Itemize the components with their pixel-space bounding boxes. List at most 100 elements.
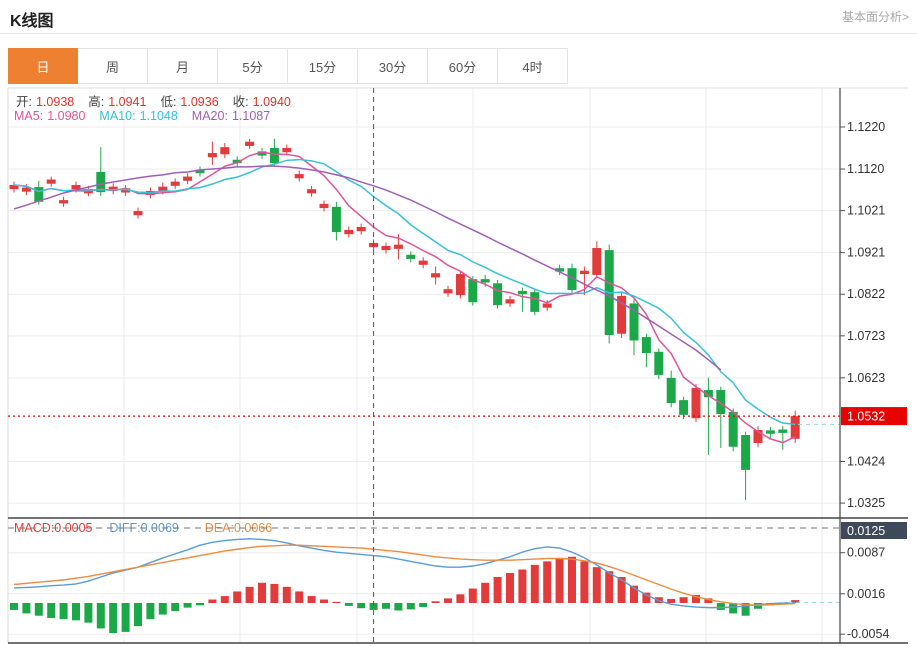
macd-hist-bar <box>419 603 428 608</box>
macd-hist-bar <box>518 569 527 603</box>
ma-legend: MA5: 1.0980 MA10: 1.1048 MA20: 1.1087 <box>14 109 284 123</box>
macd-hist-bar <box>307 596 316 603</box>
candle-body <box>555 268 565 272</box>
tab-60分[interactable]: 60分 <box>428 48 498 84</box>
macd-hist-bar <box>171 603 180 612</box>
page-title: K线图 <box>10 13 54 30</box>
candle-body <box>790 416 800 439</box>
candle-body <box>753 429 763 443</box>
macd-hist-bar <box>34 603 43 616</box>
candle-body <box>530 292 540 312</box>
macd-hist-bar <box>282 586 291 603</box>
price-tick-label: 1.0325 <box>847 496 885 510</box>
macd-hist-bar <box>506 572 514 603</box>
macd-hist-bar <box>196 603 204 606</box>
macd-hist-bar <box>22 603 31 614</box>
candle-body <box>493 283 503 306</box>
macd-hist-bar <box>729 603 738 614</box>
legend-label: 高: <box>88 95 105 109</box>
candle-body <box>282 148 292 153</box>
candle-body <box>393 244 403 249</box>
candle-body <box>232 159 242 164</box>
macd-hist-bar <box>605 571 614 603</box>
interval-tabbar: 日周月 5分 15分 30分 60分 4时 <box>8 48 568 84</box>
candle-body <box>46 179 56 184</box>
candle-body <box>307 189 317 194</box>
tab-月[interactable]: 月 <box>148 48 218 84</box>
candle-body <box>269 148 279 164</box>
macd-hist-bar <box>10 603 18 610</box>
candle-body <box>728 411 738 447</box>
macd-legend-item: DEA:0.0066 <box>205 521 272 535</box>
candle-body <box>579 270 589 275</box>
legend-label: 开: <box>16 95 32 109</box>
current-price-badge <box>841 407 907 426</box>
tab-日[interactable]: 日 <box>8 48 78 84</box>
candle-body <box>406 254 416 259</box>
candle-body <box>505 299 515 304</box>
macd-tick-label: 0.0087 <box>847 546 885 560</box>
candle-body <box>629 303 639 341</box>
candle-body <box>294 174 304 179</box>
candle-body <box>654 351 664 375</box>
current-price-badge-label: 1.0532 <box>847 410 885 424</box>
candle-body <box>691 387 701 419</box>
candle-body <box>96 171 106 193</box>
macd-hist-bar <box>791 600 800 603</box>
macd-hist-bar <box>394 603 403 611</box>
macd-hist-bar <box>444 598 452 603</box>
macd-hist-bar <box>406 603 415 610</box>
candle-body <box>207 153 217 158</box>
fundamental-analysis-link[interactable]: 基本面分析> <box>841 10 909 24</box>
macd-hist-bar <box>109 603 118 634</box>
macd-hist-bar <box>183 603 192 608</box>
macd-hist-bar <box>493 576 502 603</box>
macd-hist-bar <box>295 591 304 603</box>
tab-4时[interactable]: 4时 <box>498 48 568 84</box>
candle-body <box>9 184 19 190</box>
tab-30分[interactable]: 30分 <box>358 48 428 84</box>
macd-hist-bar <box>679 597 688 603</box>
macd-hist-bar <box>716 603 725 610</box>
candle-body <box>108 186 118 191</box>
candle-body <box>443 289 453 294</box>
price-tick-label: 1.1021 <box>847 204 885 218</box>
tab-5分[interactable]: 5分 <box>218 48 288 84</box>
legend-label: MA20: <box>191 109 228 123</box>
candle-body <box>480 279 490 283</box>
tab-周[interactable]: 周 <box>78 48 148 84</box>
macd-hist-bar <box>741 603 750 616</box>
candle-body <box>778 429 788 433</box>
legend-value: 1.0980 <box>47 109 86 123</box>
ohlc-legend: 开: 1.0938 高: 1.0941 低: 1.0936 收: 1.0940 <box>16 91 305 110</box>
candle-body <box>679 400 689 415</box>
macd-hist-bar <box>59 603 68 620</box>
candle-body <box>617 295 627 334</box>
macd-hist-bar <box>72 603 80 621</box>
legend-value: 1.0941 <box>108 95 147 109</box>
candle-body <box>158 186 168 191</box>
tab-15分[interactable]: 15分 <box>288 48 358 84</box>
legend-value: 1.1048 <box>139 109 178 123</box>
price-tick-label: 1.0921 <box>847 246 885 260</box>
macd-hist-bar <box>481 582 490 603</box>
macd-hist-bar <box>121 603 130 632</box>
ma20-line <box>13 165 722 371</box>
macd-hist-bar <box>543 561 552 603</box>
macd-tick-label: -0.0054 <box>847 627 889 641</box>
macd-tick-label: 0.0016 <box>847 587 885 601</box>
macd-hist-bar <box>692 594 700 603</box>
macd-hist-bar <box>357 603 366 609</box>
macd-hist-bar <box>47 603 56 619</box>
legend-label: MA10: <box>99 109 136 123</box>
legend-label: MA5: <box>14 109 44 123</box>
candle-body <box>641 337 651 354</box>
candle-body <box>220 147 230 155</box>
candle-body <box>592 248 602 275</box>
macd-hist-bar <box>344 603 353 606</box>
candle-body <box>381 245 391 251</box>
macd-hist-bar <box>270 583 279 603</box>
price-tick-label: 1.1220 <box>847 120 885 134</box>
price-tick-label: 1.0623 <box>847 371 885 385</box>
